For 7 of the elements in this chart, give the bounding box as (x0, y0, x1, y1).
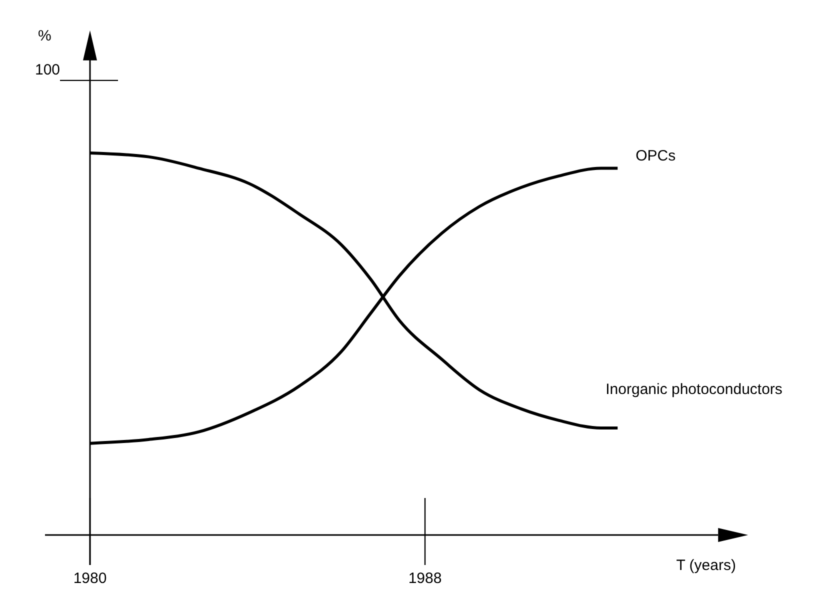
x-axis-title: T (years) (676, 557, 736, 574)
series-label: OPCs (636, 147, 676, 164)
text: % (38, 27, 52, 44)
text: 100 (35, 61, 60, 78)
x-tick-label: 1980 (73, 570, 107, 587)
series-label: Inorganic photoconductors (606, 381, 782, 398)
x-tick-label: 1988 (408, 570, 442, 587)
